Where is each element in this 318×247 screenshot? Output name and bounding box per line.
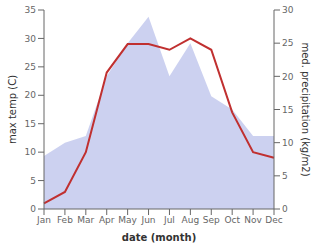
- svg-text:May: May: [118, 215, 137, 225]
- svg-text:Sep: Sep: [203, 215, 220, 225]
- svg-text:Jan: Jan: [36, 215, 51, 225]
- svg-text:Oct: Oct: [224, 215, 240, 225]
- svg-text:25: 25: [25, 62, 36, 72]
- svg-text:15: 15: [25, 119, 36, 129]
- svg-text:med. precipitation (kg/m2): med. precipitation (kg/m2): [300, 42, 311, 176]
- svg-text:30: 30: [282, 5, 294, 15]
- svg-text:Jul: Jul: [163, 215, 175, 225]
- svg-text:Aug: Aug: [182, 215, 200, 225]
- svg-text:max temp (C): max temp (C): [7, 75, 18, 144]
- svg-text:Jun: Jun: [141, 215, 156, 225]
- svg-text:10: 10: [282, 138, 294, 148]
- svg-text:Apr: Apr: [99, 215, 115, 225]
- svg-text:15: 15: [282, 105, 293, 115]
- svg-text:5: 5: [282, 171, 288, 181]
- svg-text:5: 5: [30, 176, 36, 186]
- svg-text:20: 20: [25, 90, 37, 100]
- svg-text:Dec: Dec: [265, 215, 282, 225]
- svg-text:Feb: Feb: [57, 215, 73, 225]
- svg-text:0: 0: [30, 204, 36, 214]
- svg-text:Mar: Mar: [77, 215, 94, 225]
- svg-text:20: 20: [282, 72, 294, 82]
- svg-text:30: 30: [25, 34, 37, 44]
- svg-text:0: 0: [282, 204, 288, 214]
- svg-text:10: 10: [25, 147, 37, 157]
- svg-text:date (month): date (month): [122, 232, 196, 243]
- svg-text:35: 35: [25, 5, 36, 15]
- svg-text:Nov: Nov: [244, 215, 262, 225]
- svg-text:25: 25: [282, 38, 293, 48]
